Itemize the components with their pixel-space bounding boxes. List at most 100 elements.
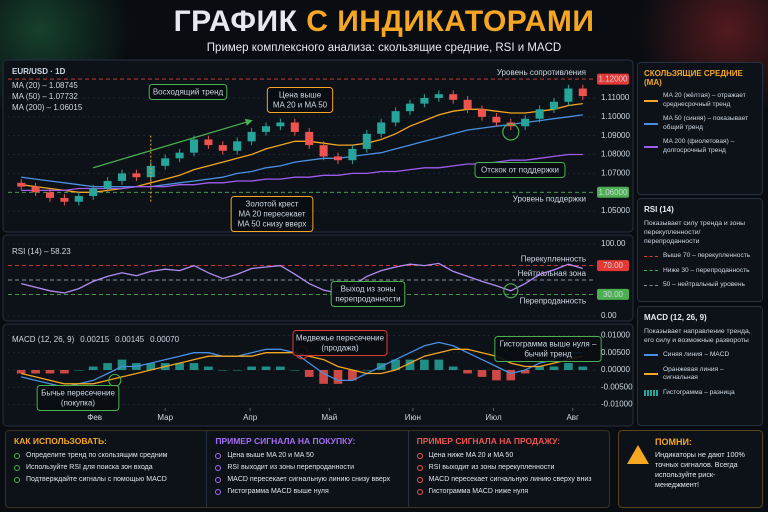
annotation-box <box>474 162 566 178</box>
candle-body <box>261 126 271 132</box>
bullet <box>215 488 222 495</box>
annotation-text: Гистограмма выше нуля – <box>500 340 597 349</box>
candle-body <box>463 99 472 110</box>
y-tick-label: 0.01000 <box>601 331 630 340</box>
histogram-bar <box>333 370 343 384</box>
guide-item: Гистограмма MACD ниже нуля <box>416 487 601 496</box>
guide-item-text: Определите тренд по скользящим средним <box>26 452 168 459</box>
panel-title: RSI (14) – 58.23 <box>12 247 71 256</box>
candle-body <box>89 188 98 197</box>
level-tag <box>597 288 629 300</box>
swatch <box>644 373 658 375</box>
candle-body <box>276 122 285 127</box>
x-tick-label: Мар <box>157 413 173 422</box>
side-description: Показывает направление тренда, его силу … <box>644 328 751 344</box>
y-tick-label: 0.00000 <box>601 365 630 374</box>
histogram-bar <box>276 366 285 370</box>
swatch <box>644 284 658 286</box>
candle-body <box>578 88 587 97</box>
bullet <box>416 464 423 471</box>
side-item-text: Выше 70 – перекупленность <box>663 252 751 259</box>
guide-item: RSI выходит из зоны перепроданности <box>215 463 399 472</box>
histogram-bar <box>319 370 328 384</box>
guide-item: MACD пересекает сигнальную линию сверху … <box>416 475 601 484</box>
histogram-bar <box>60 370 69 374</box>
candle-body <box>333 156 343 161</box>
y-tick-label: 1.09000 <box>601 131 630 140</box>
candle-body <box>132 173 141 178</box>
annotation-text: Выход из зоны <box>341 285 396 294</box>
y-tick-label: 1.11000 <box>601 93 630 102</box>
side-item: MA 200 (фиолетовая) – долгосрочный тренд <box>644 138 756 155</box>
side-panel: MACD (12, 26, 9) Показывает направление т… <box>637 306 763 426</box>
guide-item: Определите тренд по скользящим средним <box>14 451 198 460</box>
level-name: Уровень поддержки <box>513 194 586 203</box>
x-tick-label: Авг <box>566 413 579 422</box>
histogram-bar <box>420 359 429 370</box>
side-item-text: 50 – нейтральный уровень <box>663 281 745 288</box>
subtitle: Пример комплексного анализа: скользящие … <box>206 42 562 54</box>
guide-item-text: Используйте RSI для поиска зон входа <box>26 464 153 471</box>
bullet <box>215 464 222 471</box>
histogram-bar <box>477 370 487 377</box>
side-item: Гистограмма – разница <box>644 389 756 398</box>
side-item: Ниже 30 – перепроданность <box>644 267 756 276</box>
y-tick-label: 1.07000 <box>601 169 630 178</box>
panel-title: MACD (12, 26, 9) <box>12 335 75 344</box>
level-tag <box>597 186 629 198</box>
candle-body <box>319 145 328 157</box>
panel-frame <box>2 59 634 233</box>
readout: 0.00215 <box>80 335 109 344</box>
candle-body <box>521 118 530 127</box>
histogram-bar <box>362 370 372 371</box>
guide-item-text: MACD пересекает сигнальную линию сверху … <box>428 476 592 483</box>
side-title: MACD (12, 26, 9) <box>644 313 707 322</box>
side-item-text: Синяя линия – MACD <box>663 351 730 358</box>
candle-body <box>477 109 487 117</box>
candle-body <box>549 101 559 110</box>
guide-title: КАК ИСПОЛЬЗОВАТЬ: <box>14 436 107 446</box>
histogram-bar <box>31 370 40 374</box>
readout: 0.00070 <box>150 335 179 344</box>
guide-item: Используйте RSI для поиска зон входа <box>14 463 198 472</box>
histogram-bar <box>434 359 444 370</box>
bullet <box>416 452 423 459</box>
title: ГРАФИК С ИНДИКАТОРАМИ <box>0 4 768 40</box>
histogram-bar <box>535 366 544 370</box>
trend-arrow <box>93 118 253 169</box>
annotation-text: перепроданности <box>335 295 400 304</box>
annotation-text: MA 20 пересекает <box>238 210 305 219</box>
side-panel: RSI (14) Показывает силу тренда и зоны пе… <box>637 198 763 302</box>
bullet <box>215 476 222 483</box>
level-name: Уровень сопротивления <box>497 68 586 77</box>
annotation-text: Золотой крест <box>246 200 299 209</box>
histogram-bar <box>564 363 573 370</box>
histogram-bar <box>304 370 314 377</box>
candle-body <box>31 186 40 193</box>
guide-item-text: Подтверждайте сигналы с помощью MACD <box>26 476 167 483</box>
series-line <box>21 114 583 188</box>
series-line <box>21 102 583 193</box>
guide-item: MACD пересекает сигнальную линию снизу в… <box>215 475 399 484</box>
y-tick-label: -0.00500 <box>601 382 633 391</box>
side-item-text: MA 200 (фиолетовая) – долгосрочный тренд <box>663 138 735 154</box>
bullet <box>416 476 423 483</box>
histogram-bar <box>175 363 184 370</box>
bullet <box>14 464 20 471</box>
readout: 0.00145 <box>115 335 144 344</box>
x-tick-label: Май <box>322 413 338 422</box>
annotation-box <box>330 281 406 307</box>
side-item-text: MA 20 (жёлтая) – отражает среднесрочный … <box>663 92 746 108</box>
side-item: Выше 70 – перекупленность <box>644 252 756 261</box>
level-value: 70.00 <box>603 261 624 270</box>
histogram-bar <box>232 370 242 371</box>
annotation-text: MA 50 снизу вверх <box>238 220 307 229</box>
swatch <box>644 145 658 148</box>
guide-title: ПРИМЕР СИГНАЛА НА ПОКУПКУ: <box>215 436 356 446</box>
annotation-box <box>230 196 314 232</box>
y-tick-label: 1.08000 <box>601 150 630 159</box>
x-tick-label: Фев <box>87 413 102 422</box>
histogram-bar <box>578 366 588 370</box>
